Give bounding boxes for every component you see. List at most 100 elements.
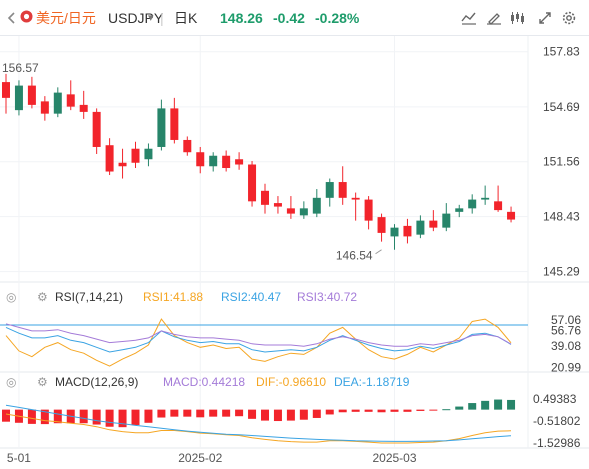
toolbar-divider: | bbox=[160, 10, 164, 26]
macd-title: MACD(12,26,9) bbox=[55, 375, 138, 389]
macd-legend-entry: DEA:-1.18719 bbox=[334, 375, 410, 389]
macd-bar bbox=[157, 409, 166, 418]
candle-body bbox=[455, 208, 464, 212]
macd-bar bbox=[507, 399, 516, 410]
candle-body bbox=[105, 145, 114, 172]
macd-eye-icon: ◎ bbox=[6, 375, 16, 389]
chart-toolbar: 美元/日元 USDJPY ▾ | 日K 148.26 -0.42 -0.28% bbox=[0, 0, 589, 36]
chevron-left-icon[interactable] bbox=[2, 9, 22, 27]
price-axis-label: 157.83 bbox=[543, 45, 580, 59]
macd-bar bbox=[79, 409, 88, 424]
candle-body bbox=[66, 94, 75, 107]
macd-layer bbox=[2, 399, 516, 444]
settings-icon[interactable] bbox=[559, 9, 579, 27]
macd-bar bbox=[442, 409, 451, 411]
symbol-code[interactable]: USDJPY bbox=[108, 10, 164, 26]
grid-layer bbox=[0, 36, 589, 449]
candle-body bbox=[40, 101, 49, 114]
candle-body bbox=[299, 208, 308, 216]
rsi-line bbox=[5, 323, 512, 347]
macd-bar bbox=[351, 409, 360, 412]
rsi-axis-label: 56.76 bbox=[551, 323, 581, 337]
rsi-legend-entry: RSI3:40.72 bbox=[297, 290, 357, 304]
macd-bar bbox=[248, 409, 257, 419]
macd-bar bbox=[390, 409, 399, 412]
macd-bar bbox=[92, 409, 101, 425]
macd-line bbox=[5, 413, 512, 444]
min-price-pointer bbox=[375, 249, 382, 255]
macd-bar bbox=[27, 409, 36, 424]
time-axis-label: 2025-02 bbox=[178, 451, 222, 465]
macd-bar bbox=[468, 403, 477, 410]
macd-axis-label: -1.52986 bbox=[533, 436, 581, 450]
candle-body bbox=[442, 213, 451, 228]
candle-type-icon[interactable] bbox=[507, 9, 527, 27]
candle-body bbox=[390, 227, 399, 237]
candle-body bbox=[403, 225, 412, 237]
macd-bar bbox=[131, 409, 140, 425]
candle-body bbox=[131, 148, 140, 163]
macd-bar bbox=[144, 409, 153, 423]
indicator-icon[interactable] bbox=[459, 9, 479, 27]
macd-bar bbox=[312, 409, 321, 418]
macd-bar bbox=[455, 406, 464, 410]
candle-body bbox=[273, 203, 282, 207]
fullscreen-icon[interactable] bbox=[535, 9, 555, 27]
candle-body bbox=[144, 148, 153, 160]
price-change-pct: -0.28% bbox=[315, 10, 360, 26]
rsi-axis-label: 57.06 bbox=[551, 313, 581, 327]
last-price: 148.26 bbox=[220, 10, 263, 26]
rsi-settings-icon: ⚙ bbox=[37, 290, 48, 304]
macd-bar bbox=[222, 409, 231, 417]
candle-body bbox=[338, 182, 347, 198]
candle-body bbox=[468, 199, 477, 209]
max-price-label: 156.57 bbox=[2, 61, 39, 75]
macd-settings-icon: ⚙ bbox=[37, 375, 48, 389]
rsi-axis-label: 20.99 bbox=[551, 360, 581, 374]
candle-body bbox=[507, 211, 516, 220]
rsi-legend-entry: RSI1:41.88 bbox=[143, 290, 203, 304]
macd-bar bbox=[53, 409, 62, 424]
macd-bar bbox=[377, 409, 386, 413]
candle-body bbox=[286, 208, 295, 214]
candle-body bbox=[118, 162, 127, 167]
macd-bar bbox=[2, 409, 10, 422]
price-axis-label: 145.29 bbox=[543, 265, 580, 279]
period-selector[interactable]: 日K bbox=[174, 10, 198, 26]
macd-bar bbox=[364, 409, 373, 412]
macd-bar bbox=[196, 409, 205, 418]
candle-body bbox=[2, 82, 10, 98]
macd-bar bbox=[494, 399, 503, 410]
candle-body bbox=[351, 197, 360, 200]
macd-bar bbox=[286, 409, 295, 421]
candles-layer bbox=[2, 73, 516, 250]
price-axis-label: 148.43 bbox=[543, 210, 580, 224]
candle-body bbox=[364, 199, 373, 221]
time-axis-label: 5-01 bbox=[7, 451, 31, 465]
price-change: -0.42 bbox=[273, 10, 305, 26]
candle-body bbox=[79, 104, 88, 112]
rsi-title: RSI(7,14,21) bbox=[55, 290, 123, 304]
draw-icon[interactable] bbox=[484, 9, 504, 27]
candle-body bbox=[170, 108, 179, 140]
candle-body bbox=[157, 108, 166, 147]
candle-body bbox=[209, 155, 218, 167]
macd-bar bbox=[118, 409, 127, 428]
macd-bar bbox=[40, 409, 49, 425]
chevron-down-icon[interactable]: ▾ bbox=[148, 12, 154, 24]
flag-icon bbox=[20, 10, 33, 26]
candle-body bbox=[196, 152, 205, 167]
candle-body bbox=[14, 85, 23, 111]
macd-bar bbox=[235, 409, 244, 417]
candle-body bbox=[183, 139, 192, 153]
chart-canvas: 157.83 154.69 151.56 148.43 145.29 5-01 2025-0… bbox=[0, 36, 589, 465]
rsi-axis-label: 39.08 bbox=[551, 339, 581, 353]
candle-body bbox=[325, 182, 334, 198]
rsi-legend-entry: RSI2:40.47 bbox=[221, 290, 281, 304]
rsi-line bbox=[5, 326, 512, 353]
symbol-name[interactable]: 美元/日元 bbox=[36, 10, 96, 26]
macd-bar bbox=[338, 409, 347, 413]
rsi-line bbox=[5, 318, 512, 367]
macd-line bbox=[5, 404, 512, 442]
macd-bar bbox=[261, 409, 269, 421]
